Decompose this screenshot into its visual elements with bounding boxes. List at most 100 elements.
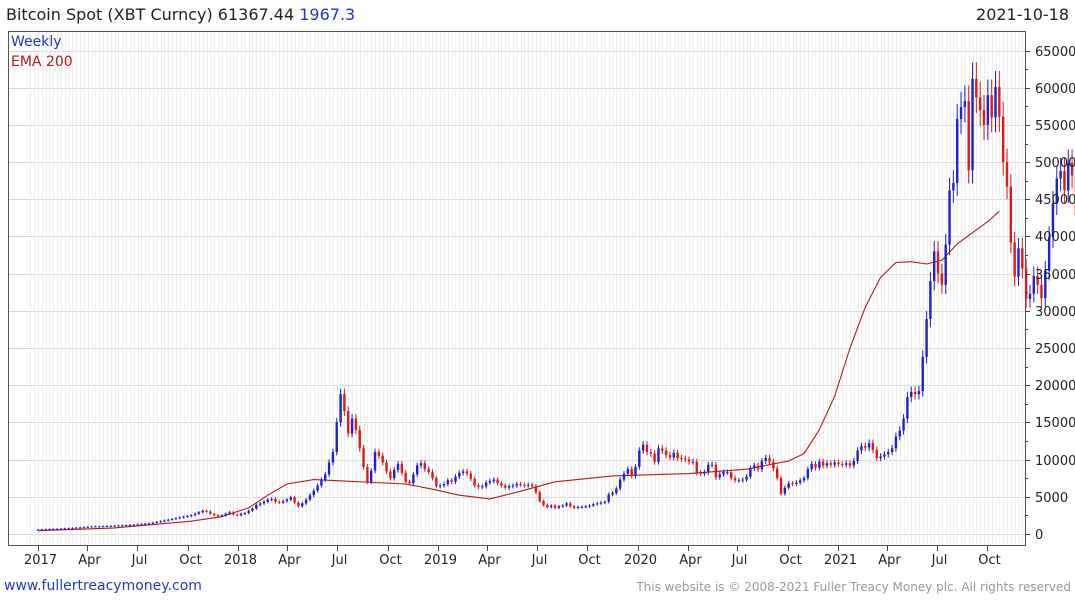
legend-item: Weekly bbox=[11, 34, 62, 50]
candle-body bbox=[381, 455, 384, 463]
candle bbox=[117, 524, 120, 527]
candle bbox=[749, 465, 752, 480]
candle-body bbox=[327, 462, 331, 475]
candle bbox=[389, 468, 392, 481]
candle bbox=[86, 526, 89, 528]
candle-body bbox=[389, 471, 392, 479]
candle bbox=[419, 460, 423, 469]
candle-body bbox=[270, 498, 273, 500]
candle bbox=[718, 471, 721, 480]
candle-body bbox=[538, 492, 541, 502]
candle bbox=[63, 527, 67, 530]
candle-body bbox=[235, 514, 239, 516]
candle-body bbox=[335, 422, 338, 453]
candle bbox=[400, 461, 404, 476]
candle-body bbox=[477, 485, 480, 488]
candle bbox=[266, 498, 269, 504]
candle-body bbox=[408, 481, 411, 484]
candle bbox=[496, 477, 499, 486]
candle-body bbox=[802, 478, 806, 481]
candle bbox=[109, 525, 112, 527]
y-tick-label: 60000 bbox=[1035, 82, 1075, 97]
candle bbox=[297, 501, 300, 508]
candle bbox=[147, 522, 151, 525]
y-tick-label: 50000 bbox=[1035, 156, 1075, 171]
candle bbox=[664, 447, 668, 459]
candle-body bbox=[772, 461, 775, 469]
candle bbox=[833, 459, 836, 468]
candle bbox=[714, 461, 718, 480]
y-tick-label: 65000 bbox=[1035, 45, 1075, 60]
candle-body bbox=[105, 526, 109, 528]
ema-200-layer bbox=[37, 210, 1000, 532]
candle-body bbox=[764, 458, 767, 461]
candle-body bbox=[228, 512, 231, 514]
candle bbox=[925, 311, 928, 364]
candle bbox=[197, 511, 201, 515]
candle-body bbox=[293, 497, 296, 503]
candle bbox=[967, 85, 970, 184]
candle-body bbox=[308, 495, 312, 500]
candle-body bbox=[71, 527, 74, 529]
candle-body bbox=[707, 464, 710, 473]
candle bbox=[446, 477, 450, 487]
candle-body bbox=[1063, 171, 1066, 191]
candle bbox=[710, 461, 714, 468]
candle bbox=[511, 483, 515, 489]
candle-body bbox=[1032, 275, 1035, 294]
candle bbox=[576, 505, 580, 510]
candle bbox=[408, 479, 411, 486]
candle bbox=[630, 466, 633, 479]
candle bbox=[190, 514, 193, 518]
candle-body bbox=[741, 479, 744, 481]
candle bbox=[1044, 260, 1047, 307]
title-text: Bitcoin Spot (XBT Curncy) 61367.44 bbox=[6, 5, 295, 24]
candle-body bbox=[584, 506, 587, 508]
candle-body bbox=[155, 521, 158, 523]
candle bbox=[595, 501, 599, 506]
candle-body bbox=[852, 460, 855, 466]
candle bbox=[661, 444, 664, 454]
y-tick-label: 5000 bbox=[1035, 491, 1068, 506]
candle-body bbox=[806, 469, 810, 479]
candle-body bbox=[921, 356, 924, 392]
candle-body bbox=[454, 476, 457, 482]
candle-body bbox=[795, 482, 798, 485]
candle-body bbox=[121, 525, 124, 527]
candle bbox=[113, 525, 116, 527]
candle-body bbox=[354, 418, 358, 430]
candle bbox=[239, 512, 243, 517]
candle bbox=[209, 510, 212, 515]
candle bbox=[1055, 165, 1058, 216]
candle-body bbox=[63, 528, 67, 530]
candle bbox=[867, 439, 871, 452]
candle bbox=[653, 450, 656, 465]
candle bbox=[821, 458, 825, 469]
candle bbox=[626, 466, 630, 477]
candle-body bbox=[986, 95, 990, 125]
candle bbox=[301, 501, 304, 508]
candle bbox=[350, 414, 354, 438]
candle-body bbox=[982, 110, 986, 125]
website-link[interactable]: www.fullertreacymoney.com bbox=[4, 578, 202, 594]
candle bbox=[687, 456, 691, 465]
candle bbox=[913, 386, 917, 400]
candle bbox=[151, 521, 155, 525]
candle bbox=[370, 467, 373, 485]
candle bbox=[978, 81, 982, 126]
candle bbox=[347, 406, 350, 438]
candle-body bbox=[377, 452, 381, 456]
candle-body bbox=[285, 499, 289, 502]
candle bbox=[48, 528, 51, 531]
candle bbox=[760, 457, 764, 472]
candle bbox=[312, 488, 315, 497]
candle-body bbox=[810, 463, 813, 470]
candle bbox=[542, 499, 545, 507]
candle-body bbox=[163, 520, 166, 522]
candle bbox=[1032, 266, 1035, 303]
candle-body bbox=[78, 527, 82, 529]
candle-body bbox=[370, 470, 373, 482]
candle bbox=[691, 458, 695, 465]
candle bbox=[170, 518, 174, 521]
candle bbox=[737, 477, 741, 483]
